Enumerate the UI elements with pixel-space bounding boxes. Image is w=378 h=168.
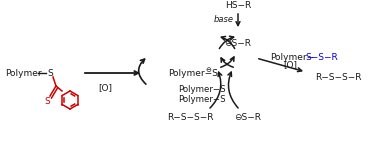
Text: ⊖S−R: ⊖S−R — [225, 39, 251, 49]
Text: Polymer−S: Polymer−S — [178, 95, 226, 104]
Text: Polymer−S: Polymer−S — [178, 86, 226, 94]
Text: HS−R: HS−R — [225, 2, 251, 10]
Text: R−S−S−R: R−S−S−R — [167, 114, 213, 122]
Text: Polymer−: Polymer− — [270, 53, 314, 62]
Text: Polymer: Polymer — [5, 69, 41, 77]
Text: S−S−R: S−S−R — [305, 53, 338, 62]
Text: ⊖S−R: ⊖S−R — [234, 114, 262, 122]
Text: R−S−S−R: R−S−S−R — [315, 74, 361, 82]
Text: [O]: [O] — [283, 60, 297, 70]
Text: ⊖: ⊖ — [205, 67, 211, 73]
Text: base: base — [214, 15, 234, 25]
Text: S: S — [47, 69, 53, 77]
Text: Polymer−S: Polymer−S — [168, 69, 218, 77]
Text: S: S — [44, 96, 50, 106]
Text: [O]: [O] — [98, 83, 112, 93]
